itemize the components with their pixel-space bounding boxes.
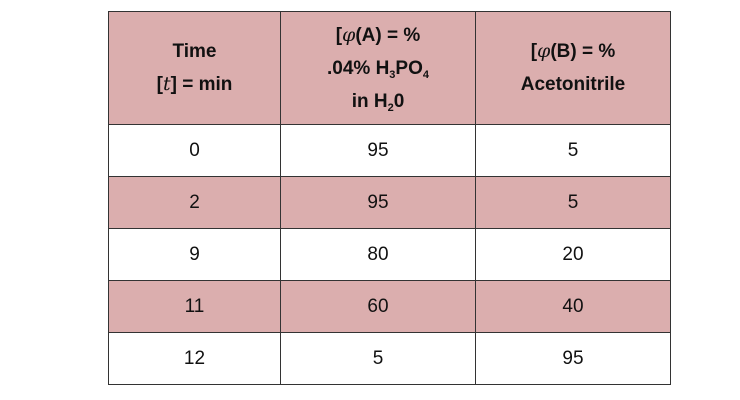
header-a-line1: [φ(A) = % <box>335 23 421 46</box>
cell-solvent-b: 40 <box>475 280 671 333</box>
header-time-line2: [t] = min <box>156 73 233 95</box>
cell-time: 9 <box>108 228 281 281</box>
cell-solvent-b: 5 <box>475 124 671 177</box>
cell-time: 11 <box>108 280 281 333</box>
header-solvent-b: [φ(B) = % Acetonitrile <box>475 11 671 125</box>
cell-solvent-b: 20 <box>475 228 671 281</box>
cell-solvent-a: 80 <box>280 228 476 281</box>
cell-solvent-a: 60 <box>280 280 476 333</box>
header-a-line2: .04% H3PO4 <box>326 57 429 81</box>
cell-time: 2 <box>108 176 281 229</box>
header-b-line2: Acetonitrile <box>520 74 626 95</box>
header-time-line1: Time <box>172 41 217 62</box>
table-row: 2 95 5 <box>108 176 671 229</box>
table-row: 9 80 20 <box>108 228 671 281</box>
header-solvent-a: [φ(A) = % .04% H3PO4 in H20 <box>280 11 476 125</box>
header-a-line3: in H20 <box>351 90 405 114</box>
phi-symbol-a: φ <box>342 23 356 46</box>
cell-solvent-a: 95 <box>280 176 476 229</box>
gradient-table-container: Time [t] = min [φ(A) = % .04% H3PO4 in H… <box>108 11 671 385</box>
table-row: 11 60 40 <box>108 280 671 333</box>
header-time: Time [t] = min <box>108 11 281 125</box>
cell-solvent-a: 5 <box>280 332 476 385</box>
cell-solvent-b: 95 <box>475 332 671 385</box>
table-row: 12 5 95 <box>108 332 671 385</box>
cell-solvent-a: 95 <box>280 124 476 177</box>
cell-time: 12 <box>108 332 281 385</box>
cell-time: 0 <box>108 124 281 177</box>
gradient-table: Time [t] = min [φ(A) = % .04% H3PO4 in H… <box>108 11 671 385</box>
header-row: Time [t] = min [φ(A) = % .04% H3PO4 in H… <box>108 11 671 125</box>
table-row: 0 95 5 <box>108 124 671 177</box>
phi-symbol-b: φ <box>537 40 551 62</box>
cell-solvent-b: 5 <box>475 176 671 229</box>
header-b-line1: [φ(B) = % <box>530 40 616 62</box>
time-symbol: t <box>162 73 171 95</box>
